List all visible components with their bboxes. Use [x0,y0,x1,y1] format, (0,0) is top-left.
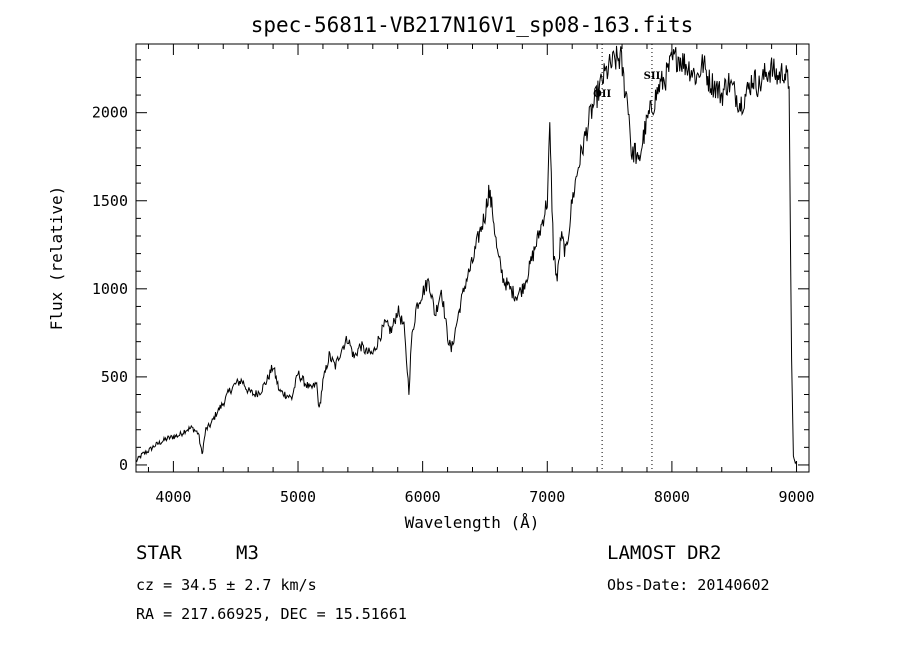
y-tick-label: 1000 [92,280,128,298]
x-tick-label: 4000 [155,488,191,506]
y-tick-label: 500 [101,368,128,386]
object-class: STAR [136,542,182,564]
survey-name: LAMOST DR2 [607,542,721,564]
x-tick-label: 5000 [280,488,316,506]
x-tick-label: 7000 [529,488,565,506]
x-tick-label: 9000 [778,488,814,506]
plot-area: OII SII [135,44,797,472]
x-axis-label: Wavelength (Å) [405,513,540,532]
y-axis-label: Flux (relative) [47,186,66,331]
y-tick-label: 2000 [92,104,128,122]
redshift-value: cz = 34.5 ± 2.7 km/s [136,576,317,594]
y-tick-label: 1500 [92,192,128,210]
x-tick-label: 8000 [654,488,690,506]
plot-frame [135,43,810,473]
spectrum-line [135,45,797,465]
chart-title: spec-56811-VB217N16V1_sp08-163.fits [251,13,694,37]
y-tick-label: 0 [119,456,128,474]
observation-date: Obs-Date: 20140602 [607,576,770,594]
line-label-sii: SII [644,71,661,82]
x-tick-label: 6000 [405,488,441,506]
axis-ticks: 4000 5000 6000 7000 8000 9000 0 500 1000 1500 2000 [92,44,815,506]
object-subclass: M3 [236,542,259,564]
coordinates: RA = 217.66925, DEC = 15.51661 [136,605,407,623]
line-label-oii: OII [593,89,611,100]
